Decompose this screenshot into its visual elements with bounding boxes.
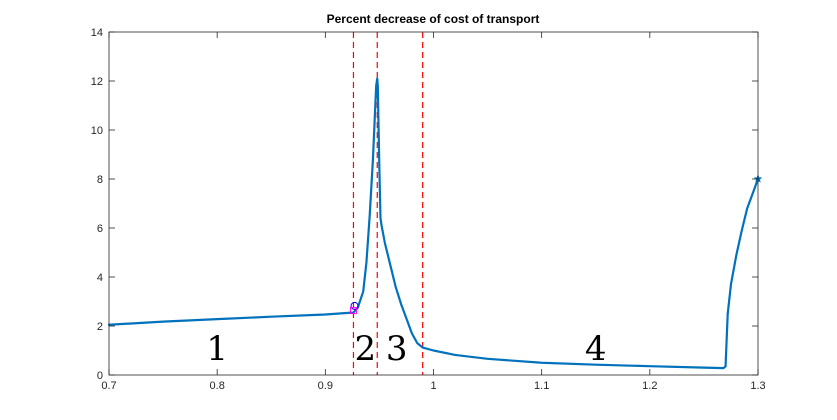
circle-marker <box>350 301 359 310</box>
series-group <box>107 77 760 370</box>
y-tick-label: 12 <box>91 76 103 88</box>
x-tick-label: 0.7 <box>101 380 116 392</box>
y-tick-label: 0 <box>97 370 103 382</box>
reference-lines <box>352 32 424 375</box>
plot-area <box>109 32 758 375</box>
region-label-4: 4 <box>585 329 607 369</box>
series-line <box>107 77 760 370</box>
y-tick-label: 14 <box>91 27 103 39</box>
y-tick-label: 4 <box>97 272 103 284</box>
x-tick-label: 0.8 <box>210 380 225 392</box>
x-tick-label: 0.9 <box>318 380 333 392</box>
y-tick-label: 2 <box>97 321 103 333</box>
region-label-1: 1 <box>206 329 228 369</box>
y-tick-label: 8 <box>97 174 103 186</box>
x-tick-label: 1 <box>430 380 436 392</box>
x-tick-label: 1.1 <box>534 380 549 392</box>
region-label-2: 2 <box>355 329 377 369</box>
x-tick-label: 1.2 <box>642 380 657 392</box>
x-tick-label: 1.3 <box>750 380 765 392</box>
chart-title: Percent decrease of cost of transport <box>327 12 540 26</box>
x-axis-ticks: 0.7 0.8 0.9 1 1.1 1.2 1.3 <box>101 32 766 392</box>
y-tick-label: 6 <box>97 223 103 235</box>
region-label-3: 3 <box>386 329 408 369</box>
square-marker <box>349 307 357 315</box>
y-tick-label: 10 <box>91 125 103 137</box>
